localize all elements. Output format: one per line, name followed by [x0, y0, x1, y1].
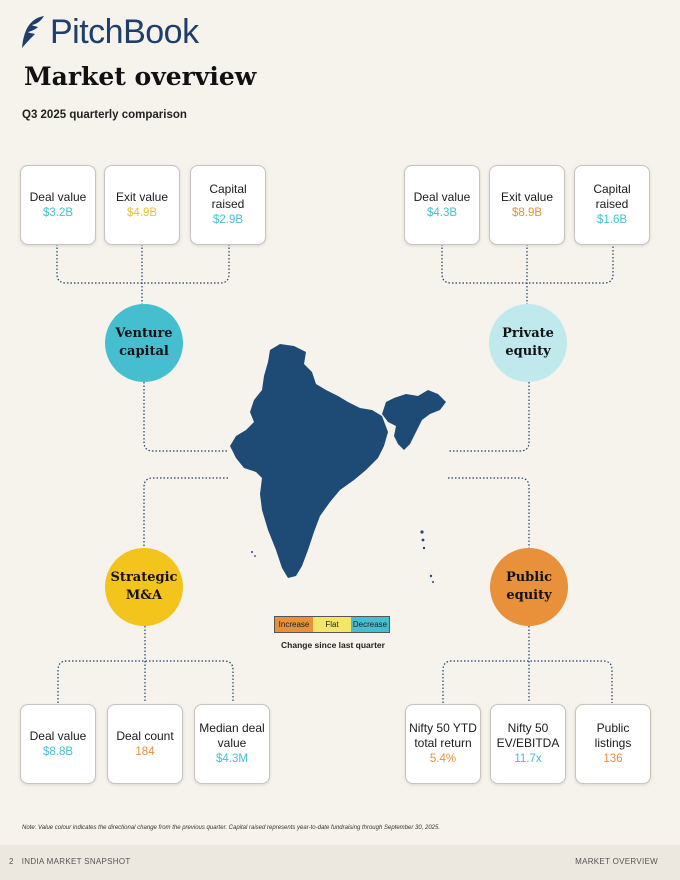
public-equity-circle: Public equity — [490, 548, 568, 626]
page-title: Market overview — [24, 62, 257, 91]
footnote: Note: Value colour indicates the directi… — [22, 825, 441, 831]
pe-exit-value-card: Exit value $8.9B — [489, 165, 565, 245]
brand-logo: PitchBook — [20, 12, 199, 52]
ma-median-deal-value-card: Median deal value $4.3M — [194, 704, 270, 784]
ma-deal-value-card: Deal value $8.8B — [20, 704, 96, 784]
strategic-ma-circle: Strategic M&A — [105, 548, 183, 626]
legend-increase: Increase — [275, 617, 313, 632]
legend-decrease: Decrease — [351, 617, 389, 632]
page-footer — [0, 845, 680, 880]
india-map — [230, 344, 446, 583]
pe-capital-raised-card: Capital raised $1.6B — [574, 165, 650, 245]
page-number: 2 — [9, 857, 14, 866]
pub-nifty-ev-ebitda-card: Nifty 50 EV/EBITDA 11.7x — [490, 704, 566, 784]
vc-capital-raised-card: Capital raised $2.9B — [190, 165, 266, 245]
vc-exit-value-card: Exit value $4.9B — [104, 165, 180, 245]
legend-flat: Flat — [313, 617, 351, 632]
vc-deal-value-card: Deal value $3.2B — [20, 165, 96, 245]
pe-deal-value-card: Deal value $4.3B — [404, 165, 480, 245]
private-equity-circle: Private equity — [489, 304, 567, 382]
pitchbook-leaf-icon — [22, 16, 44, 48]
brand-name: PitchBook — [50, 12, 199, 51]
legend-caption: Change since last quarter — [281, 640, 385, 650]
footer-section-name: MARKET OVERVIEW — [575, 857, 658, 866]
venture-capital-circle: Venture capital — [105, 304, 183, 382]
footer-left: 2 INDIA MARKET SNAPSHOT — [9, 857, 131, 866]
page-subtitle: Q3 2025 quarterly comparison — [22, 109, 187, 121]
ma-deal-count-card: Deal count 184 — [107, 704, 183, 784]
footer-report-name: INDIA MARKET SNAPSHOT — [21, 857, 131, 866]
change-legend: Increase Flat Decrease — [274, 616, 390, 633]
pub-public-listings-card: Public listings 136 — [575, 704, 651, 784]
pub-nifty-return-card: Nifty 50 YTD total return 5.4% — [405, 704, 481, 784]
